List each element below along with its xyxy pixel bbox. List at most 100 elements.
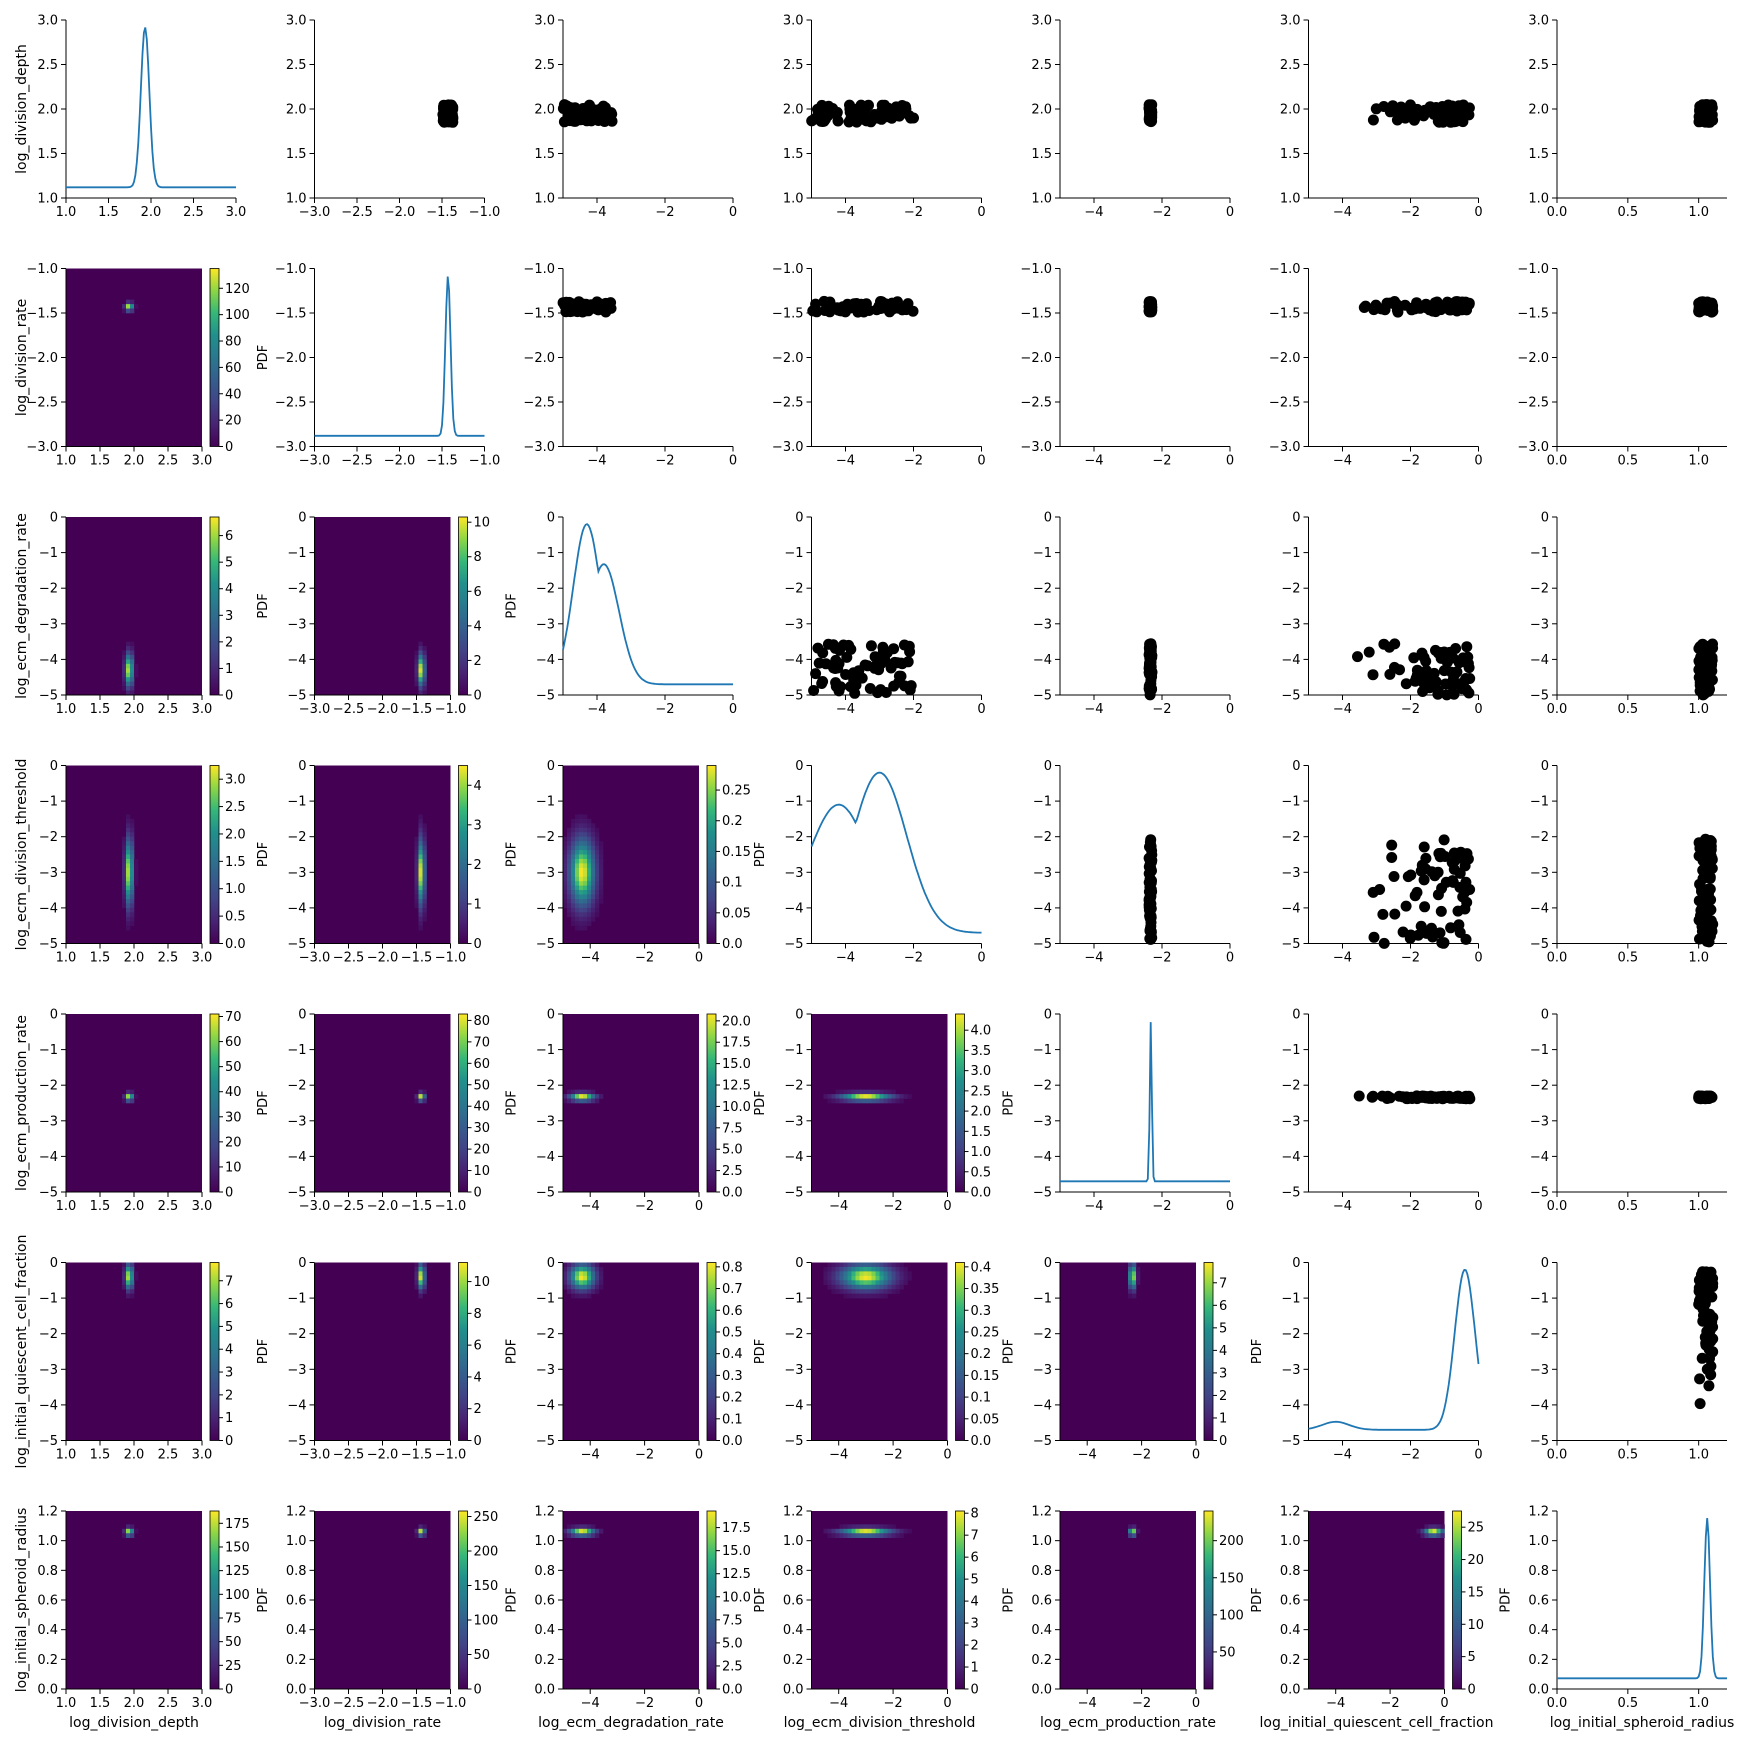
colorbar-tick-label: 0 [225,689,233,704]
heatmap-cell [843,1293,848,1299]
heatmap-cell [126,1271,131,1277]
heatmap-cell [126,916,131,922]
colorbar-tick-label: 1.5 [225,855,246,870]
heatmap-cell [567,1289,572,1294]
heatmap-cell [418,854,423,860]
heatmap-cell [895,1284,900,1290]
scatter-point [1353,1090,1365,1102]
scatter-point [815,115,827,127]
x-tick-label: −4 [836,951,855,966]
heatmap-cell [1132,1293,1137,1299]
scatter-point [1411,886,1423,898]
heatmap-cell [414,872,419,878]
heatmap-cell [130,1528,135,1534]
heatmap-cell [579,823,584,829]
heatmap-cell [575,1271,580,1277]
heatmap-cell [567,1284,572,1290]
colorbar [210,1262,219,1441]
heatmap-cell [130,836,135,842]
colorbar-label: PDF [1250,1587,1265,1612]
scatter-point [1698,1310,1710,1322]
heatmap-cell [122,668,127,674]
scatter-point [1705,661,1717,673]
heatmap-cell [847,1271,852,1277]
heatmap-cell [130,890,135,895]
heatmap-cell [422,845,427,851]
x-tick-label: −4 [1333,205,1352,220]
heatmap-cell [883,1289,888,1294]
heatmap-cell [587,1284,592,1290]
heatmap-cell [414,1533,419,1538]
heatmap-cell [567,876,572,882]
colorbar-frame [458,516,468,696]
colorbar-tick-label: 10 [225,1160,242,1175]
heatmap-cell [595,850,600,855]
heatmap-cell [579,1094,584,1099]
scatter-point [862,660,874,672]
heatmap-cell [883,1533,888,1538]
heatmap-cell [855,1262,860,1268]
heatmap-cell [563,845,568,851]
heatmap-cell [859,1280,864,1286]
y-tick-label: −2 [1281,582,1300,597]
colorbar-label: PDF [505,593,520,618]
heatmap-cell [583,1275,588,1281]
y-tick-label: 1.5 [1528,147,1549,162]
heatmap-cell [843,1094,848,1099]
y-tick-label: 0.2 [783,1653,804,1668]
heatmap-cell [122,308,127,314]
colorbar [1452,1511,1462,1689]
heatmap-cell [122,1275,127,1281]
y-tick-label: 1.2 [1280,1505,1301,1520]
scatter-point [1703,1380,1715,1392]
y-tick-label: −3.0 [1020,440,1052,455]
heatmap-cell [422,672,427,678]
heatmap-cell [422,654,427,660]
panel-6-1: −3.0 −2.5 −2.0 −1.5 −1.00.00.20.40.60.81.01.… [286,1505,520,1732]
x-tick-label: 0 [1192,1696,1200,1711]
heatmap-cell [587,841,592,846]
heatmap-cell [587,890,592,895]
heatmap-cell [579,1533,584,1538]
scatter-point [1404,1092,1416,1104]
x-tick-label: 1.0 [56,1696,77,1711]
x-tick-label: 1.0 [1688,1696,1709,1711]
y-axis-label: log_initial_spheroid_radius [14,1508,30,1693]
y-tick-label: −3 [1033,1363,1052,1378]
heatmap-cell [122,894,127,900]
colorbar-tick-label: 0 [1219,1434,1227,1449]
heatmap-cell [571,899,576,904]
y-tick-label: −5 [1530,689,1549,704]
heatmap-cell [571,858,576,864]
heatmap-cell [879,1528,884,1534]
y-tick-label: 2.5 [37,58,58,73]
heatmap-cell [851,1289,856,1294]
colorbar-tick-label: 1 [474,897,482,912]
x-tick-label: 2.5 [158,1696,179,1711]
x-tick-label: −2 [655,205,674,220]
heatmap-cell [583,925,588,931]
x-tick-label: 3.0 [192,702,213,717]
heatmap-cell [579,841,584,846]
x-tick-label: 2.5 [158,951,179,966]
heatmap-cell [883,1262,888,1268]
heatmap-cell [122,863,127,869]
y-tick-label: −2 [784,1327,803,1342]
y-tick-label: −3 [39,617,58,632]
heatmap-cell [883,1271,888,1277]
heatmap-cell [847,1098,852,1104]
x-tick-label: −2 [904,702,923,717]
heatmap-cell [563,1275,568,1281]
heatmap-cell [1128,1284,1133,1290]
y-tick-label: −1 [536,546,555,561]
heatmap-cell [599,867,604,873]
panel-0-5: −4 −2 01.01.52.02.53.0 [1280,14,1483,221]
colorbar-tick-label: 2 [225,1388,233,1403]
x-tick-label: −1.5 [401,1448,433,1463]
heatmap-cell [571,885,576,891]
y-tick-label: −1 [536,795,555,810]
x-tick-label: −4 [1084,951,1103,966]
colorbar-frame [458,765,468,944]
y-tick-label: 1.0 [1528,192,1549,207]
heatmap-cell [587,1262,592,1268]
